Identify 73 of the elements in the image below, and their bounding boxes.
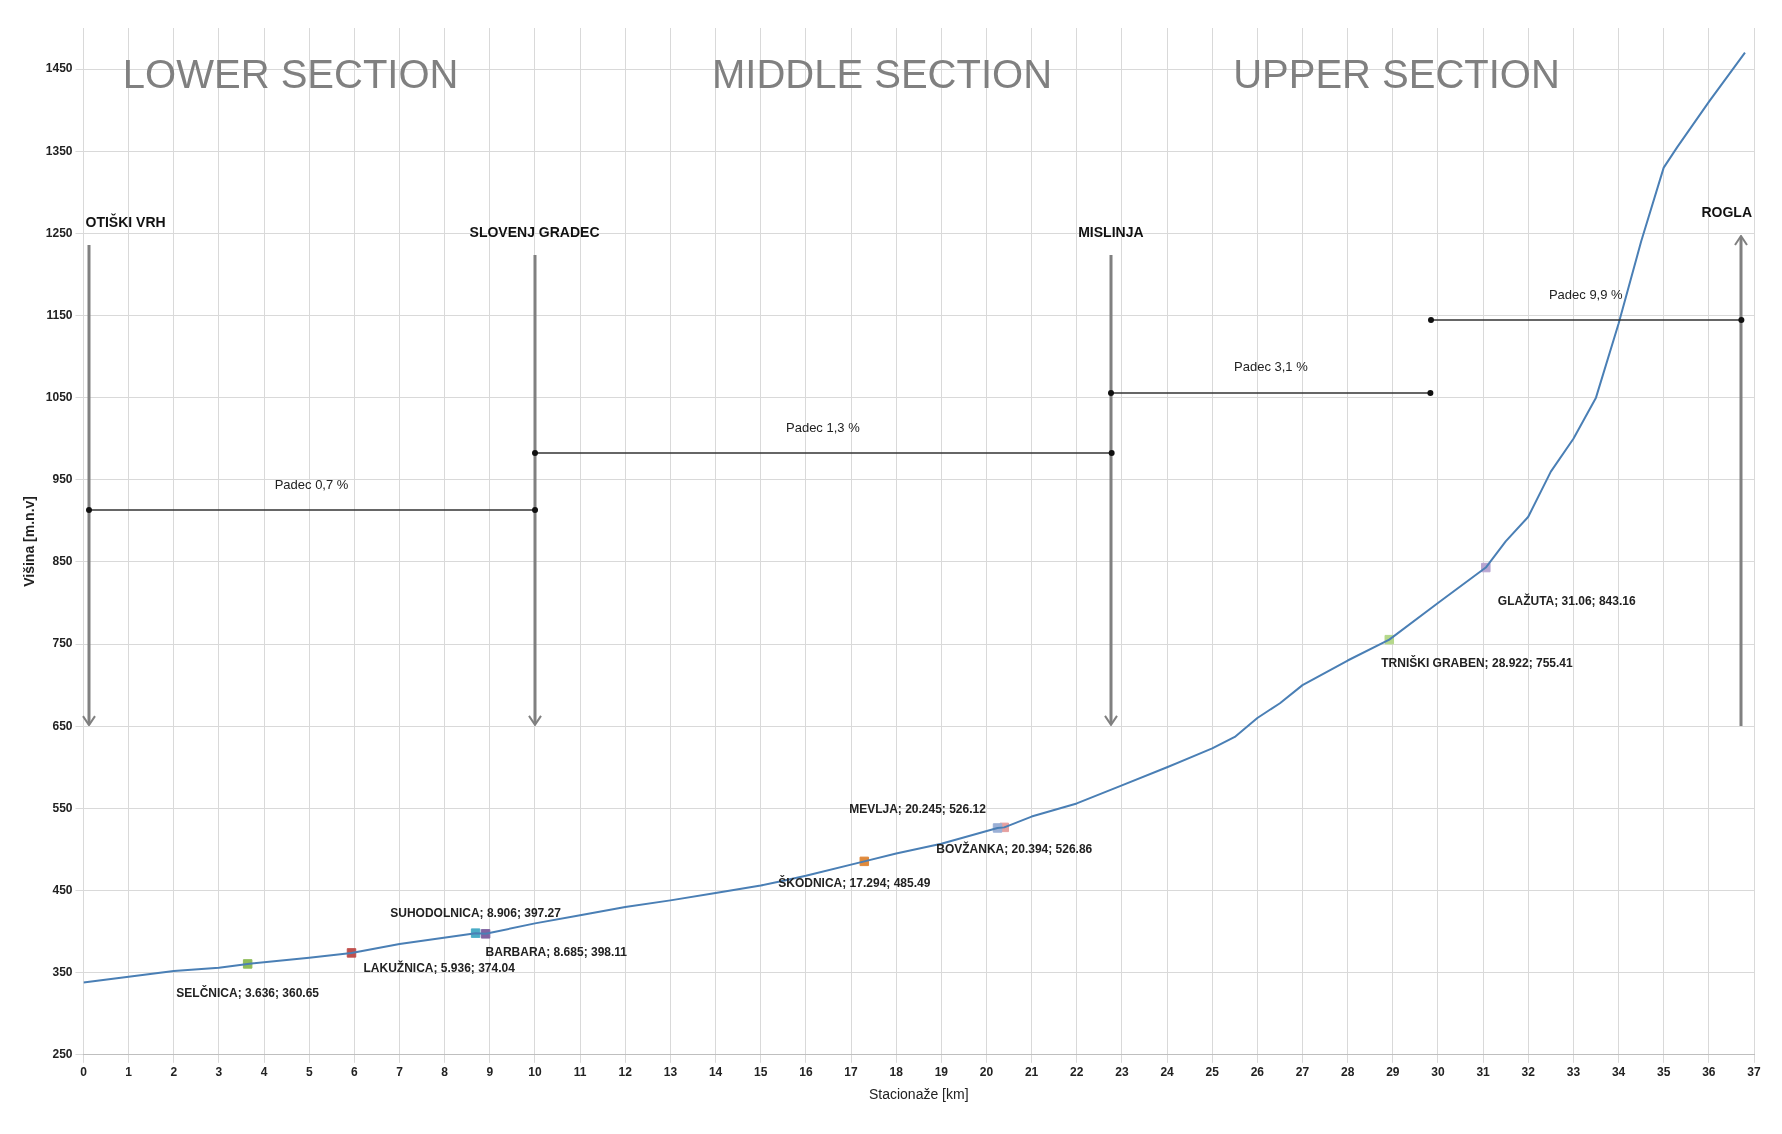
x-tick-label: 34 [1611,1065,1626,1080]
y-tick-label: 1450 [45,61,73,76]
y-tick-label: 550 [52,800,73,815]
x-tick-label: 9 [486,1065,494,1080]
annotation: OTIŠKI VRH [85,212,166,230]
x-tick-label: 15 [754,1065,768,1080]
x-tick-label: 36 [1702,1065,1716,1080]
annotation: Padec 1,3 % [786,420,861,436]
annotation: MIDDLE SECTION [711,52,1053,97]
x-tick-label: 13 [663,1065,678,1080]
data-label: TRNIŠKI GRABEN; 28.922; 755.41 [1381,654,1574,670]
annotation: SLOVENJ GRADEC [469,224,600,241]
y-tick-label: 1350 [45,143,73,158]
y-tick-label: 450 [52,882,73,897]
x-axis-title: Stacionaže [km] [868,1086,969,1103]
x-tick-label: 37 [1747,1065,1761,1080]
y-tick-label: 650 [52,718,73,733]
x-tick-label: 21 [1024,1065,1039,1080]
annotation: Padec 9,9 % [1548,286,1624,302]
x-tick-label: 28 [1340,1065,1355,1080]
y-tick-label: 750 [52,636,73,651]
y-tick-label: 1250 [45,225,73,240]
x-tick-label: 14 [708,1065,723,1080]
x-tick-label: 1 [125,1065,133,1080]
annotation: UPPER SECTION [1233,52,1560,97]
x-tick-label: 16 [799,1065,813,1080]
x-tick-label: 29 [1386,1065,1400,1080]
x-tick-label: 35 [1657,1065,1671,1080]
data-label: MEVLJA; 20.245; 526.12 [849,802,987,817]
x-tick-label: 24 [1160,1065,1175,1080]
x-tick-label: 32 [1521,1065,1536,1080]
annotation: ROGLA [1701,203,1753,220]
x-tick-label: 0 [80,1065,88,1080]
x-tick-label: 25 [1205,1065,1220,1080]
data-label: BOVŽANKA; 20.394; 526.86 [936,840,1093,856]
x-tick-label: 3 [215,1065,223,1080]
x-tick-label: 27 [1295,1065,1310,1080]
data-label: SUHODOLNICA; 8.906; 397.27 [390,906,562,921]
x-tick-label: 33 [1566,1065,1581,1080]
data-label: LAKUŽNICA; 5.936; 374.04 [363,960,516,976]
x-tick-label: 11 [573,1065,587,1080]
annotation: Padec 0,7 % [274,476,349,492]
x-tick-label: 19 [934,1065,949,1080]
x-tick-label: 17 [844,1065,859,1080]
data-label: GLAŽUTA; 31.06; 843.16 [1497,592,1636,608]
x-tick-label: 4 [260,1065,268,1080]
annotation: Padec 3,1 % [1234,359,1309,375]
y-tick-label: 1150 [46,307,73,322]
y-tick-label: 1050 [45,389,73,404]
y-axis-title: Višina [m.n.v] [21,496,38,587]
data-label: ŠKODNICA; 17.294; 485.49 [778,874,931,890]
x-tick-label: 8 [441,1065,449,1080]
x-tick-label: 2 [170,1065,178,1080]
x-tick-label: 18 [889,1065,904,1080]
x-tick-label: 10 [528,1065,542,1080]
y-tick-label: 250 [52,1047,73,1062]
x-tick-label: 31 [1476,1065,1491,1080]
data-label: BARBARA; 8.685; 398.11 [485,945,628,960]
annotation: LOWER SECTION [122,52,459,97]
x-tick-label: 5 [305,1065,313,1080]
x-tick-label: 30 [1431,1065,1445,1080]
annotation: MISLINJA [1078,224,1144,241]
x-tick-label: 20 [979,1065,994,1080]
x-tick-label: 7 [396,1065,404,1080]
data-label: SELČNICA; 3.636; 360.65 [176,985,320,1001]
x-tick-label: 12 [618,1065,633,1080]
y-tick-label: 950 [52,472,73,487]
y-tick-label: 850 [52,554,73,569]
x-tick-label: 23 [1115,1065,1129,1080]
x-tick-label: 6 [351,1065,359,1080]
y-tick-label: 350 [52,964,73,979]
x-tick-label: 22 [1070,1065,1084,1080]
x-tick-label: 26 [1250,1065,1265,1080]
